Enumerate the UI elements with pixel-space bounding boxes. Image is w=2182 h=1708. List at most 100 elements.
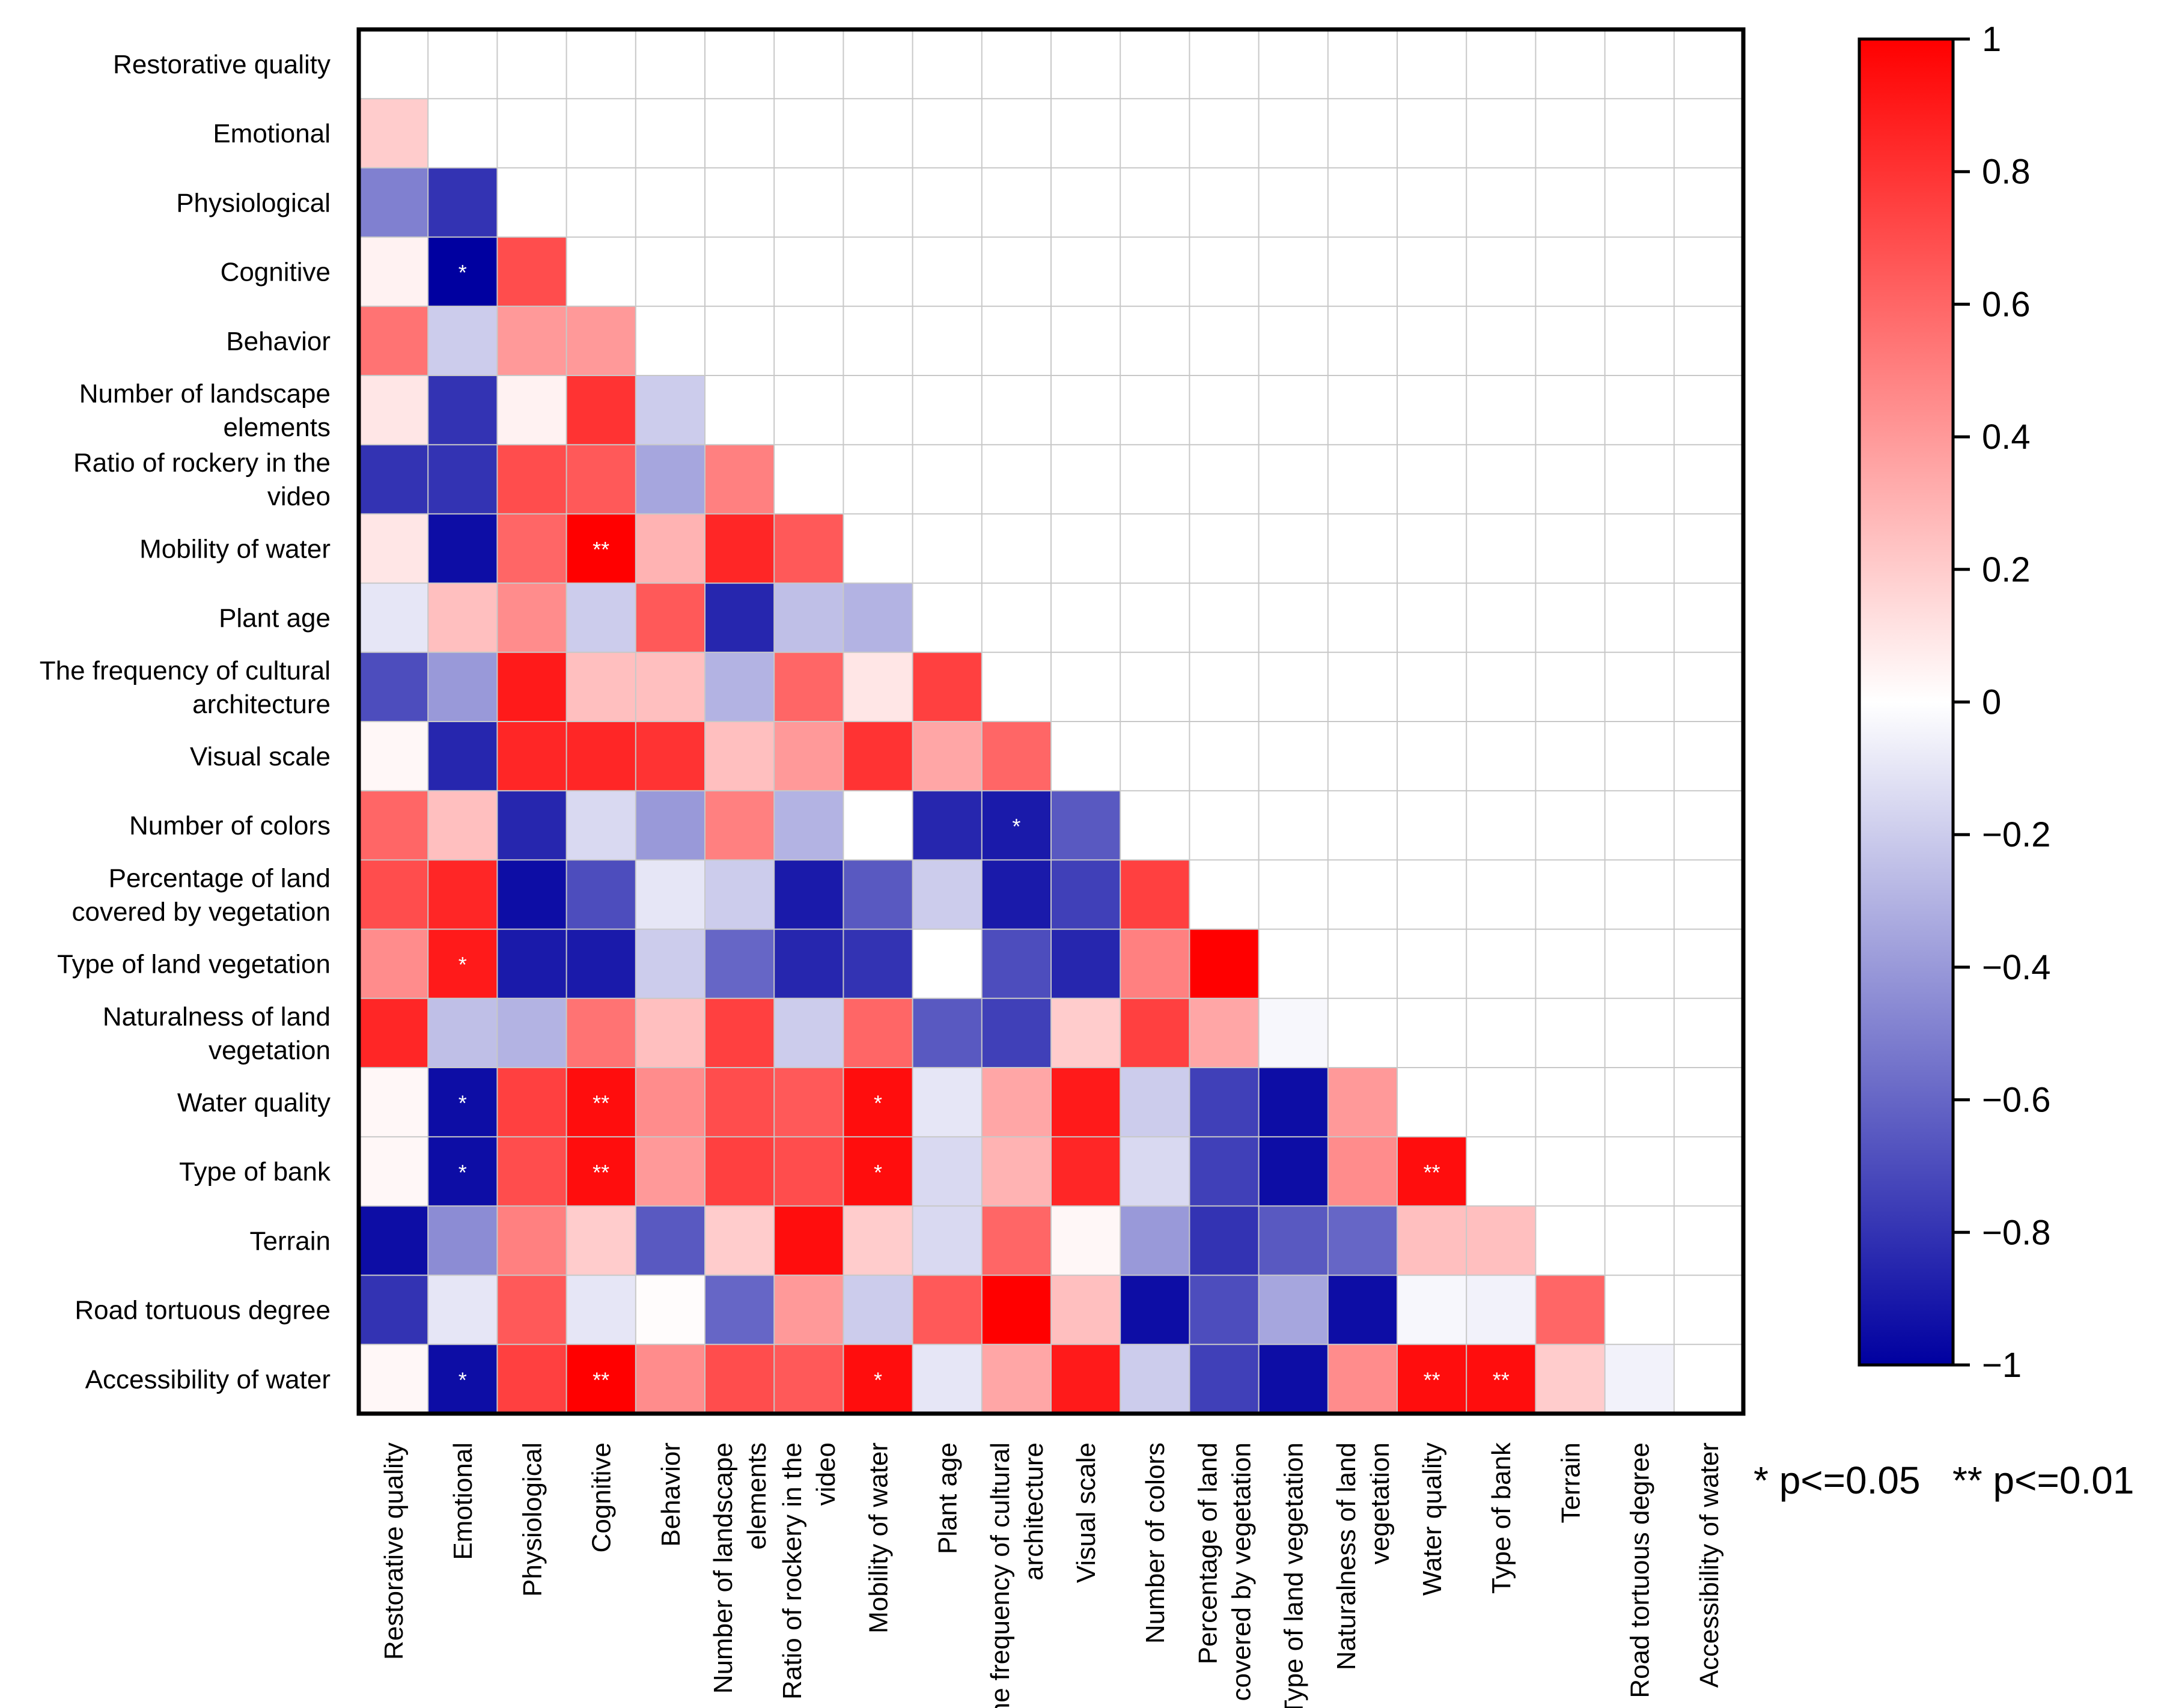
column-label: Naturalness of land vegetation [1332,1442,1395,1670]
column-label: Cognitive [587,1442,617,1552]
colorbar-tick-label: 0.8 [1982,153,2031,192]
heatmap-cell [774,998,844,1068]
significance-legend: * p<=0.05 ** p<=0.01 [1754,1459,2134,1502]
row-label: Accessibility of water [85,1365,331,1394]
heatmap-cell [843,652,913,722]
heatmap-cell [428,860,498,930]
heatmap-cell [705,652,775,722]
heatmap-cell [1120,929,1190,999]
heatmap-cell [635,583,705,653]
heatmap-cell [566,1068,636,1137]
colorbar-tick-label: 0.4 [1982,418,2031,457]
heatmap-cell [843,860,913,930]
heatmap-cell [1258,1068,1329,1137]
colorbar-tick-label: −0.8 [1982,1213,2051,1252]
heatmap-cell [981,1068,1052,1137]
heatmap-cell [1397,1344,1467,1414]
row-label: Number of colors [129,811,331,840]
heatmap-cell [635,1068,705,1137]
column-label: Terrain [1556,1442,1585,1524]
heatmap-cell [843,1137,913,1206]
heatmap-cell [497,722,567,791]
heatmap-cell [843,1206,913,1276]
significance-mark: * [874,1160,882,1185]
heatmap-cell [497,306,567,376]
heatmap-cell [981,860,1052,930]
heatmap-cell [705,791,775,860]
heatmap-cell [705,1344,775,1414]
heatmap-cell [635,722,705,791]
heatmap-cell [705,929,775,999]
column-label: Water quality [1418,1442,1447,1596]
heatmap-cell [497,929,567,999]
heatmap-cell [635,791,705,860]
heatmap-cell [705,1068,775,1137]
heatmap-cell [497,1137,567,1206]
heatmap-cell [428,514,498,584]
heatmap-cell [1327,1344,1398,1414]
heatmap-cell [428,929,498,999]
heatmap-cell [497,583,567,653]
heatmap-cell [774,1068,844,1137]
heatmap-cell [1120,1206,1190,1276]
row-label: Ratio of rockery in the video [73,448,331,511]
significance-mark: ** [593,1367,609,1392]
heatmap-cell [843,929,913,999]
row-label: Mobility of water [139,534,331,564]
heatmap-cell [912,860,983,930]
heatmap-cell [705,514,775,584]
heatmap-cell [497,791,567,860]
heatmap-cell [981,1137,1052,1206]
heatmap-cell [774,791,844,860]
significance-mark: * [459,1091,467,1116]
row-label: Percentage of land covered by vegetation [72,863,331,926]
colorbar [1857,37,1955,1367]
colorbar-tick-label: −1 [1982,1346,2022,1385]
heatmap-cell [1397,1275,1467,1345]
significance-mark: ** [1424,1160,1440,1185]
column-label: Accessibility of water [1695,1442,1724,1688]
heatmap-cell [566,1344,636,1414]
heatmap-cell [566,860,636,930]
heatmap-cell [566,791,636,860]
heatmap-cell [428,445,498,514]
column-labels: Restorative quality Emotional Physiologica… [379,1442,1724,1708]
heatmap-cell [635,929,705,999]
heatmap-cell [705,1275,775,1345]
heatmap-cell [705,1137,775,1206]
heatmap-cell [1120,998,1190,1068]
column-label: Type of bank [1487,1442,1516,1594]
heatmap-cell [1051,860,1121,930]
heatmap-cell [497,445,567,514]
heatmap-cell [843,722,913,791]
column-label: Emotional [448,1442,478,1560]
heatmap-cell [635,445,705,514]
heatmap-cell [1258,1137,1329,1206]
heatmap-cell [1397,1137,1467,1206]
heatmap-cell [359,168,428,238]
heatmap-cell [1466,1206,1536,1276]
heatmap-cell [1189,1137,1260,1206]
heatmap-cell [359,791,428,860]
heatmap-cell [635,860,705,930]
significance-mark: ** [593,1160,609,1185]
heatmap-cell [705,998,775,1068]
heatmap-cell [635,375,705,445]
row-label: Emotional [213,119,331,148]
significance-marks: ****** ** ** ** * *** ** * ** ** [459,260,1510,1392]
heatmap-cell [497,1206,567,1276]
heatmap-cell [428,652,498,722]
significance-mark: * [874,1091,882,1116]
heatmap-cell [1189,1344,1260,1414]
row-label: Water quality [177,1088,331,1117]
heatmap-cell [359,652,428,722]
heatmap-cell [635,1137,705,1206]
heatmap-cell [912,652,983,722]
heatmap-cell [566,514,636,584]
heatmap-cell [635,652,705,722]
heatmap-cell [1466,1275,1536,1345]
heatmap-cell [912,1068,983,1137]
row-label: Naturalness of land vegetation [103,1002,331,1065]
heatmap-cell [705,583,775,653]
heatmap-cell [359,237,428,307]
